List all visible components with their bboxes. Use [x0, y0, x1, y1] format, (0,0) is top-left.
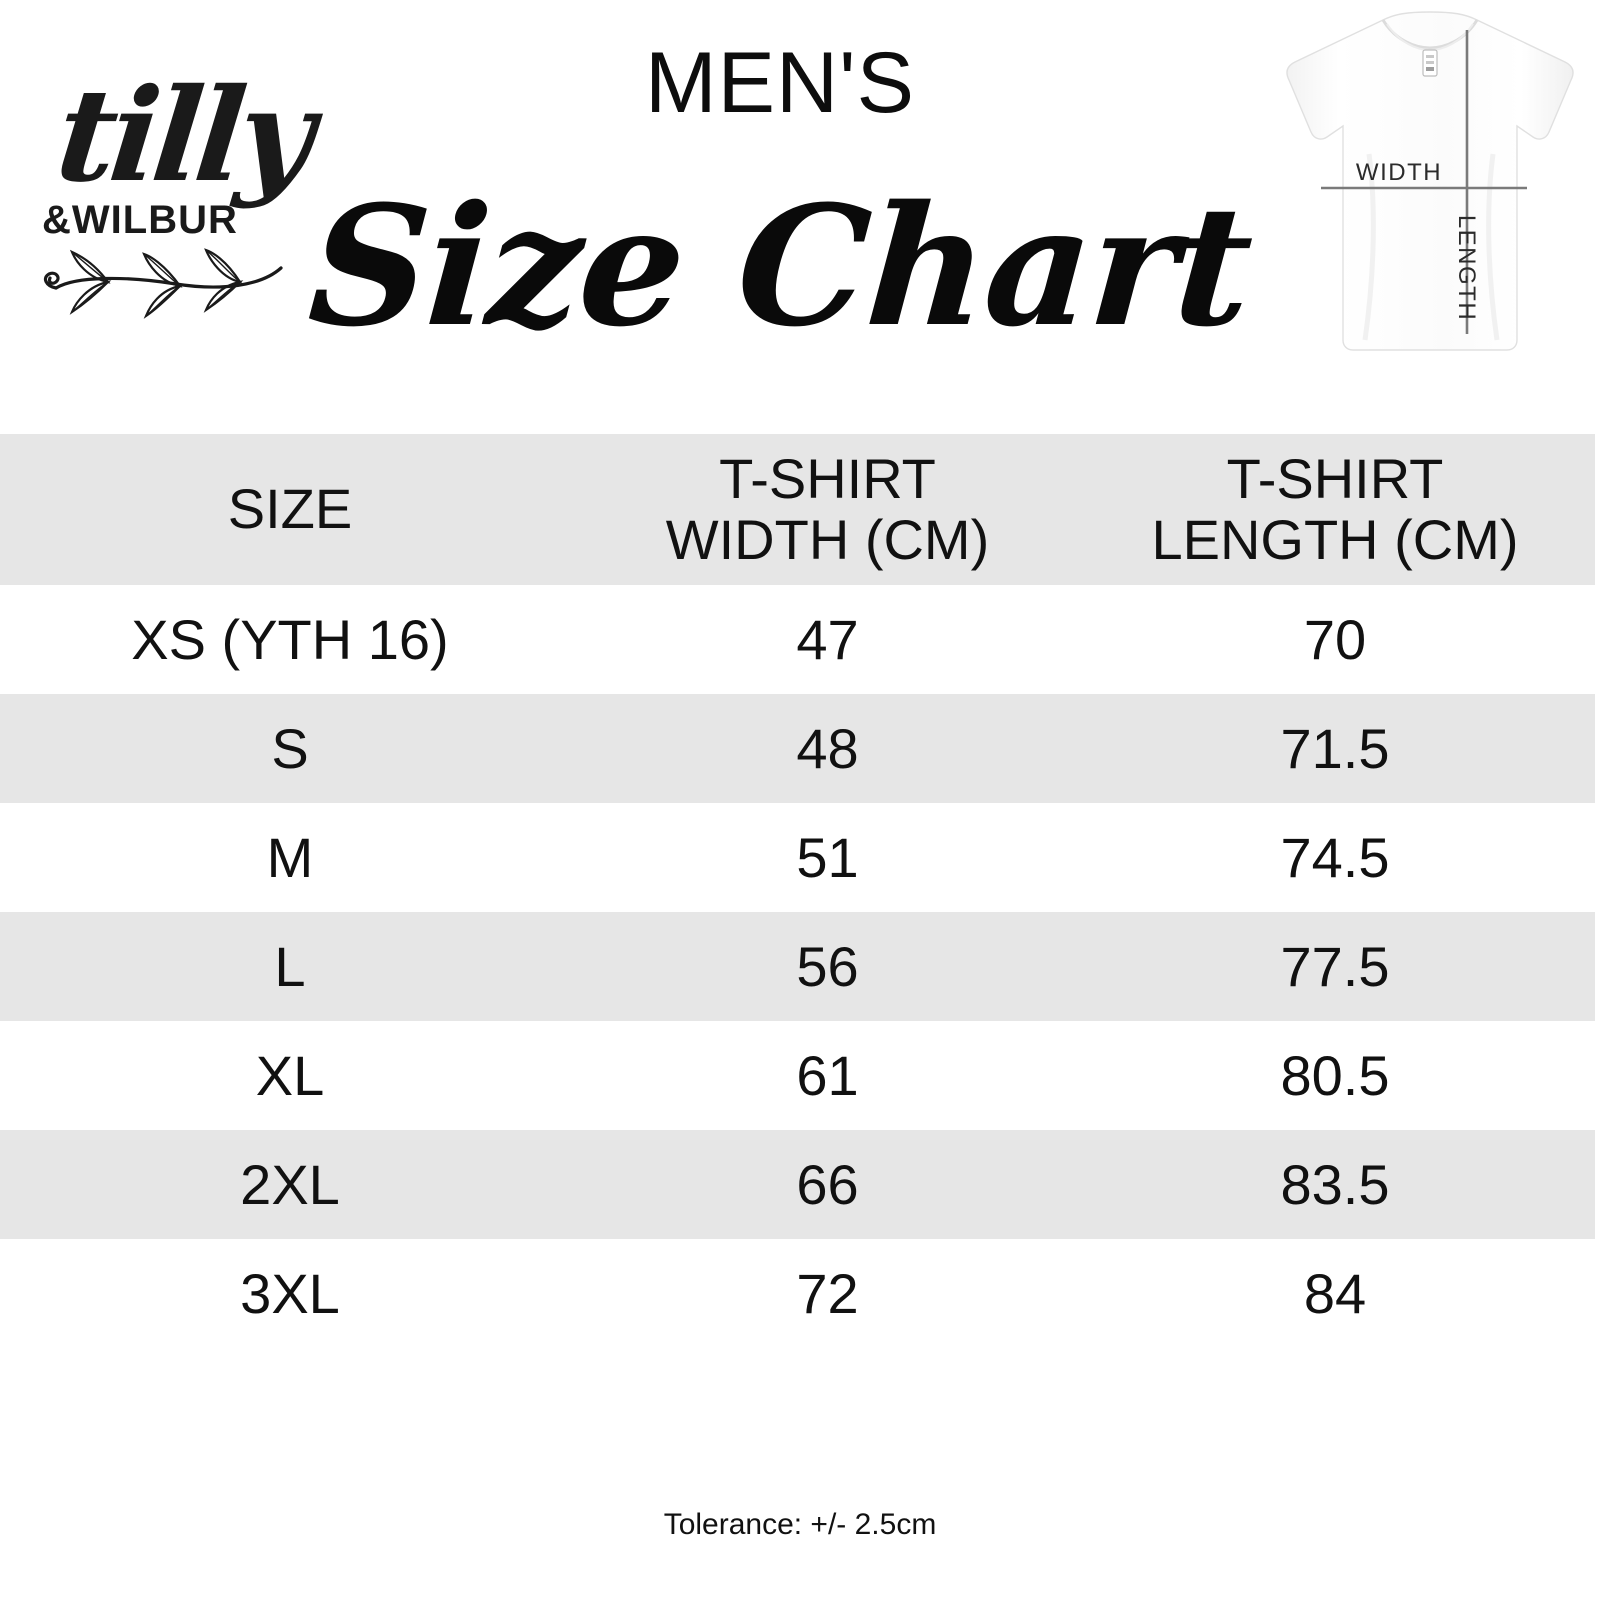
column-header-length: T-SHIRT LENGTH (CM)	[1151, 447, 1519, 571]
cell-length: 80.5	[1280, 1043, 1390, 1107]
t-shirt-icon: WIDTH LENGTH	[1286, 11, 1574, 351]
cell-width: 47	[796, 607, 859, 671]
table-row: 3XL 72 84	[0, 1239, 1595, 1348]
cell-size: 2XL	[240, 1152, 340, 1216]
diagram-width-label: WIDTH	[1356, 159, 1442, 186]
cell-width: 56	[796, 934, 859, 998]
cell-width: 51	[796, 825, 859, 889]
cell-length: 83.5	[1280, 1152, 1390, 1216]
tolerance-note: Tolerance: +/- 2.5cm	[663, 1508, 937, 1541]
cell-size: 3XL	[240, 1261, 340, 1325]
leaf-branch-icon	[43, 248, 283, 319]
column-header-size: SIZE	[227, 477, 353, 541]
cell-size: L	[274, 934, 306, 998]
table-row: L 56 77.5	[0, 912, 1595, 1021]
cell-width: 48	[796, 716, 859, 780]
page-eyebrow-title: MEN'S	[645, 35, 915, 131]
brand-name-sub: &WILBUR	[42, 198, 238, 242]
brand-name-script: tilly	[50, 61, 316, 211]
cell-length: 77.5	[1280, 934, 1390, 998]
table-row: 2XL 66 83.5	[0, 1130, 1595, 1239]
cell-width: 72	[796, 1261, 859, 1325]
cell-width: 66	[796, 1152, 859, 1216]
cell-length: 74.5	[1280, 825, 1390, 889]
cell-size: S	[271, 716, 309, 780]
table-row: XS (YTH 16) 47 70	[0, 585, 1595, 694]
cell-length: 70	[1303, 607, 1367, 671]
cell-width: 61	[796, 1043, 859, 1107]
cell-size: M	[266, 825, 314, 889]
diagram-length-label: LENGTH	[1453, 215, 1480, 321]
header-area: tilly &WILBUR	[0, 0, 1600, 434]
cell-length: 84	[1303, 1261, 1367, 1325]
size-table: SIZE T-SHIRT WIDTH (CM) T-SHIRT LENGTH (…	[0, 434, 1600, 1348]
table-row: M 51 74.5	[0, 803, 1595, 912]
column-header-width: T-SHIRT WIDTH (CM)	[665, 447, 990, 571]
table-row: S 48 71.5	[0, 694, 1595, 803]
page-title: Size Chart	[303, 169, 1257, 363]
table-row: XL 61 80.5	[0, 1021, 1595, 1130]
cell-size: XL	[255, 1043, 325, 1107]
table-header-row: SIZE T-SHIRT WIDTH (CM) T-SHIRT LENGTH (…	[0, 434, 1595, 585]
brand-logo: tilly &WILBUR	[28, 61, 315, 322]
cell-length: 71.5	[1280, 716, 1390, 780]
cell-size: XS (YTH 16)	[131, 607, 449, 671]
